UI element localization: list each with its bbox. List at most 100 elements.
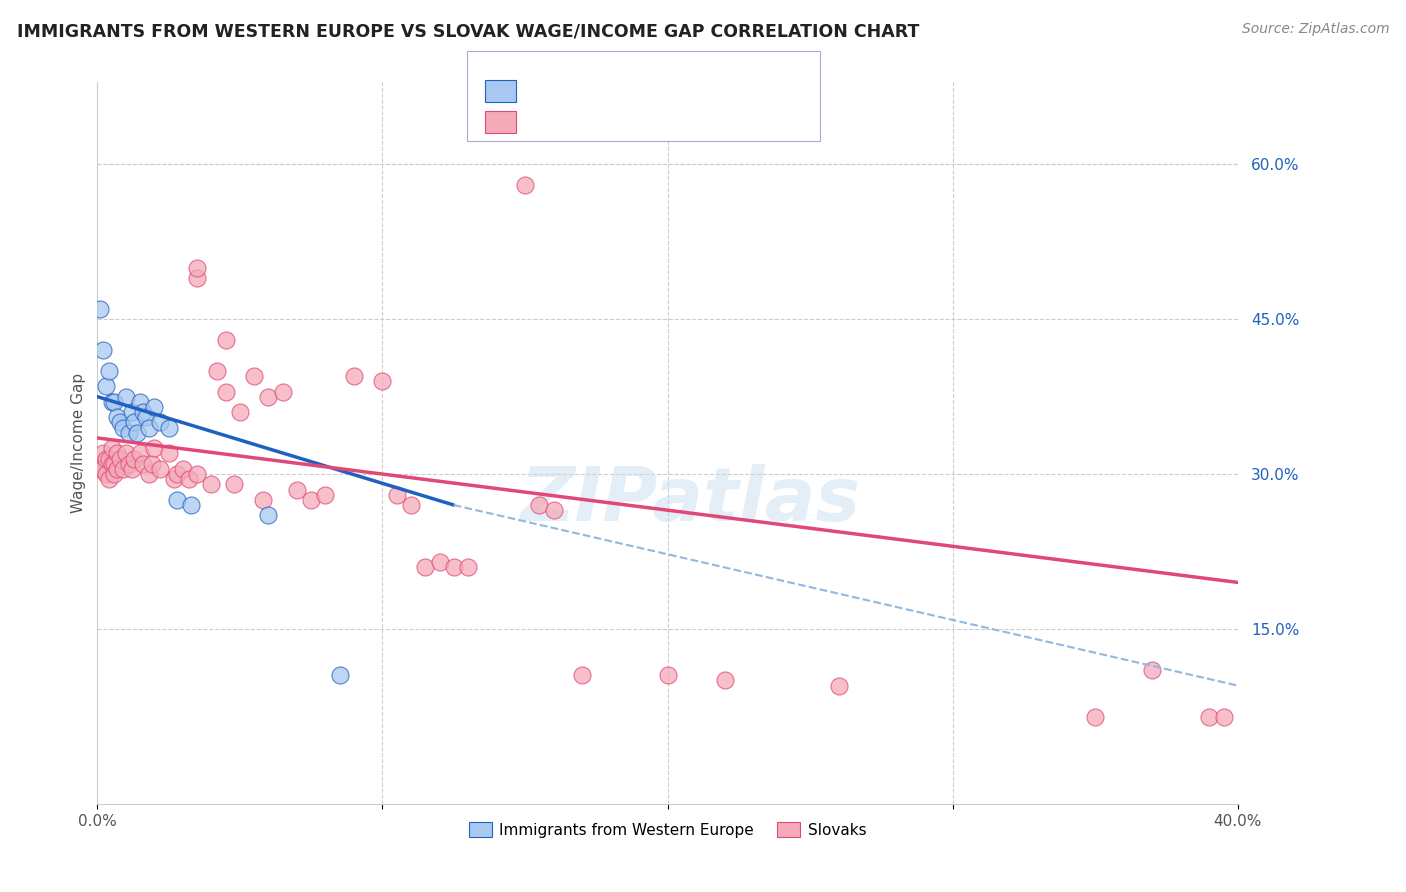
Point [385, 488, 408, 502]
Point [91, 462, 114, 476]
Text: ZIPatlas: ZIPatlas [520, 465, 860, 537]
Point [166, 492, 188, 507]
Point [229, 405, 252, 419]
Point [371, 374, 394, 388]
Point [143, 442, 166, 456]
Point [571, 668, 593, 682]
Point [163, 472, 186, 486]
Point [1142, 663, 1164, 677]
Point [103, 457, 125, 471]
Point [129, 446, 152, 460]
Text: N =: N = [668, 83, 702, 98]
Text: N =: N = [668, 114, 702, 128]
Text: R =: R = [524, 83, 558, 98]
Point [285, 483, 308, 497]
Point [180, 498, 202, 512]
Point [224, 477, 246, 491]
Point [108, 451, 131, 466]
Point [215, 333, 238, 347]
Point [215, 384, 238, 399]
Point [257, 508, 280, 523]
Point [271, 384, 294, 399]
Point [91, 446, 114, 460]
Point [828, 679, 851, 693]
Text: -0.349: -0.349 [555, 83, 610, 98]
Point [97, 451, 120, 466]
Point [118, 425, 141, 440]
Point [143, 400, 166, 414]
Legend: Immigrants from Western Europe, Slovaks: Immigrants from Western Europe, Slovaks [463, 815, 873, 844]
Text: 25: 25 [700, 83, 721, 98]
Point [149, 416, 172, 430]
Point [257, 390, 280, 404]
Point [127, 425, 149, 440]
Point [105, 446, 128, 460]
Point [97, 472, 120, 486]
Point [111, 420, 134, 434]
Point [529, 498, 551, 512]
Point [100, 457, 122, 471]
Point [157, 446, 180, 460]
Point [138, 420, 160, 434]
Y-axis label: Wage/Income Gap: Wage/Income Gap [72, 373, 86, 513]
Point [121, 462, 143, 476]
Point [89, 457, 111, 471]
Point [94, 451, 117, 466]
Point [205, 364, 228, 378]
Text: R =: R = [524, 114, 558, 128]
Point [141, 457, 163, 471]
Point [513, 178, 536, 193]
Point [166, 467, 188, 481]
Point [111, 462, 134, 476]
Point [115, 390, 138, 404]
Point [124, 451, 146, 466]
Point [115, 446, 138, 460]
Point [177, 472, 200, 486]
Point [713, 673, 735, 688]
Text: 66: 66 [700, 114, 721, 128]
Point [299, 492, 322, 507]
Point [89, 462, 111, 476]
Point [103, 467, 125, 481]
Point [118, 457, 141, 471]
Point [129, 394, 152, 409]
Point [657, 668, 679, 682]
Point [135, 410, 157, 425]
Point [89, 301, 111, 316]
Point [149, 462, 172, 476]
Point [121, 405, 143, 419]
Point [172, 462, 194, 476]
Point [329, 668, 352, 682]
Point [1084, 709, 1107, 723]
Text: Source: ZipAtlas.com: Source: ZipAtlas.com [1241, 22, 1389, 37]
Text: IMMIGRANTS FROM WESTERN EUROPE VS SLOVAK WAGE/INCOME GAP CORRELATION CHART: IMMIGRANTS FROM WESTERN EUROPE VS SLOVAK… [17, 22, 920, 40]
Point [200, 477, 222, 491]
Point [1198, 709, 1220, 723]
Point [429, 555, 451, 569]
Point [186, 271, 208, 285]
Point [105, 462, 128, 476]
Point [108, 416, 131, 430]
Point [413, 560, 436, 574]
Point [314, 488, 336, 502]
Point [100, 394, 122, 409]
Point [94, 379, 117, 393]
Point [97, 364, 120, 378]
Point [1212, 709, 1234, 723]
Point [399, 498, 422, 512]
Point [91, 343, 114, 358]
Point [186, 260, 208, 275]
Point [186, 467, 208, 481]
Point [138, 467, 160, 481]
Point [124, 416, 146, 430]
Point [132, 405, 155, 419]
Point [252, 492, 274, 507]
Point [103, 394, 125, 409]
Point [543, 503, 565, 517]
Point [343, 369, 366, 384]
Point [243, 369, 266, 384]
Point [105, 410, 128, 425]
Point [457, 560, 479, 574]
Point [132, 457, 155, 471]
Text: -0.266: -0.266 [555, 114, 610, 128]
